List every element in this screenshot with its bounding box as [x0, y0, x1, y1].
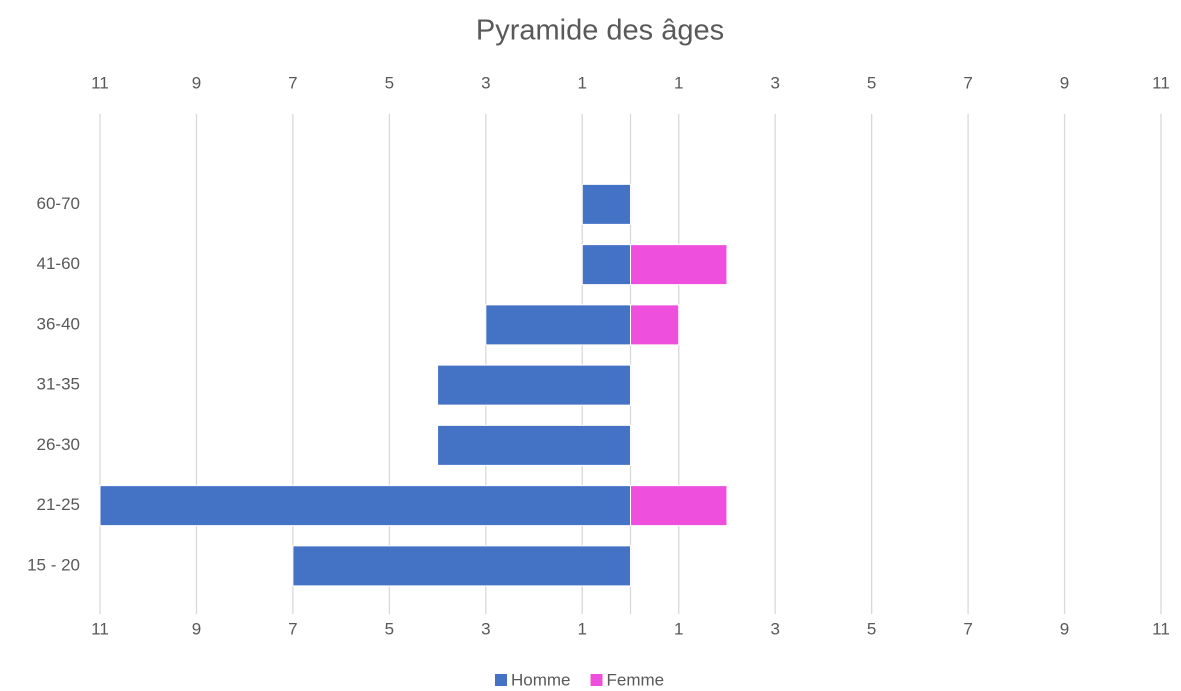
- x-tick-label-top: 1: [674, 73, 683, 92]
- bar: [630, 244, 728, 286]
- bar: [437, 424, 631, 466]
- y-tick-label: 31-35: [37, 375, 80, 394]
- bar: [99, 485, 631, 527]
- chart-title: Pyramide des âges: [476, 15, 724, 47]
- y-tick-label: 26-30: [37, 435, 80, 454]
- x-tick-label-top: 11: [1152, 73, 1170, 92]
- bar: [437, 364, 631, 406]
- x-tick-label-top: 1: [578, 73, 587, 92]
- y-tick-label: 41-60: [37, 254, 80, 273]
- legend-label: Femme: [607, 670, 665, 689]
- x-tick-label-bottom: 11: [1152, 619, 1170, 638]
- x-tick-label-bottom: 11: [91, 619, 109, 638]
- x-tick-label-top: 9: [192, 73, 201, 92]
- bar: [581, 183, 631, 225]
- y-tick-label: 21-25: [37, 495, 80, 514]
- x-tick-label-bottom: 9: [1060, 619, 1069, 638]
- legend-swatch: [495, 674, 507, 686]
- y-tick-label: 15 - 20: [27, 555, 80, 574]
- x-tick-label-top: 11: [91, 73, 109, 92]
- x-tick-label-top: 9: [1060, 73, 1069, 92]
- bar: [485, 304, 631, 346]
- x-tick-label-bottom: 1: [674, 619, 683, 638]
- bar: [581, 244, 631, 286]
- x-tick-label-bottom: 7: [288, 619, 297, 638]
- x-tick-label-top: 7: [288, 73, 297, 92]
- x-tick-label-bottom: 3: [770, 619, 779, 638]
- bar: [292, 545, 631, 587]
- x-tick-label-bottom: 3: [481, 619, 490, 638]
- legend-label: Homme: [511, 670, 571, 689]
- x-tick-label-bottom: 1: [578, 619, 587, 638]
- x-tick-label-bottom: 5: [867, 619, 876, 638]
- x-tick-label-top: 5: [385, 73, 394, 92]
- legend-swatch: [590, 674, 603, 686]
- bar: [630, 485, 728, 527]
- x-tick-label-bottom: 5: [385, 619, 394, 638]
- bar: [630, 304, 680, 346]
- x-tick-label-bottom: 9: [192, 619, 201, 638]
- x-tick-label-top: 3: [770, 73, 779, 92]
- x-tick-label-bottom: 7: [963, 619, 972, 638]
- x-tick-label-top: 3: [481, 73, 490, 92]
- y-tick-label: 60-70: [37, 194, 80, 213]
- x-tick-label-top: 7: [963, 73, 972, 92]
- x-tick-label-top: 5: [867, 73, 876, 92]
- y-tick-label: 36-40: [37, 314, 80, 333]
